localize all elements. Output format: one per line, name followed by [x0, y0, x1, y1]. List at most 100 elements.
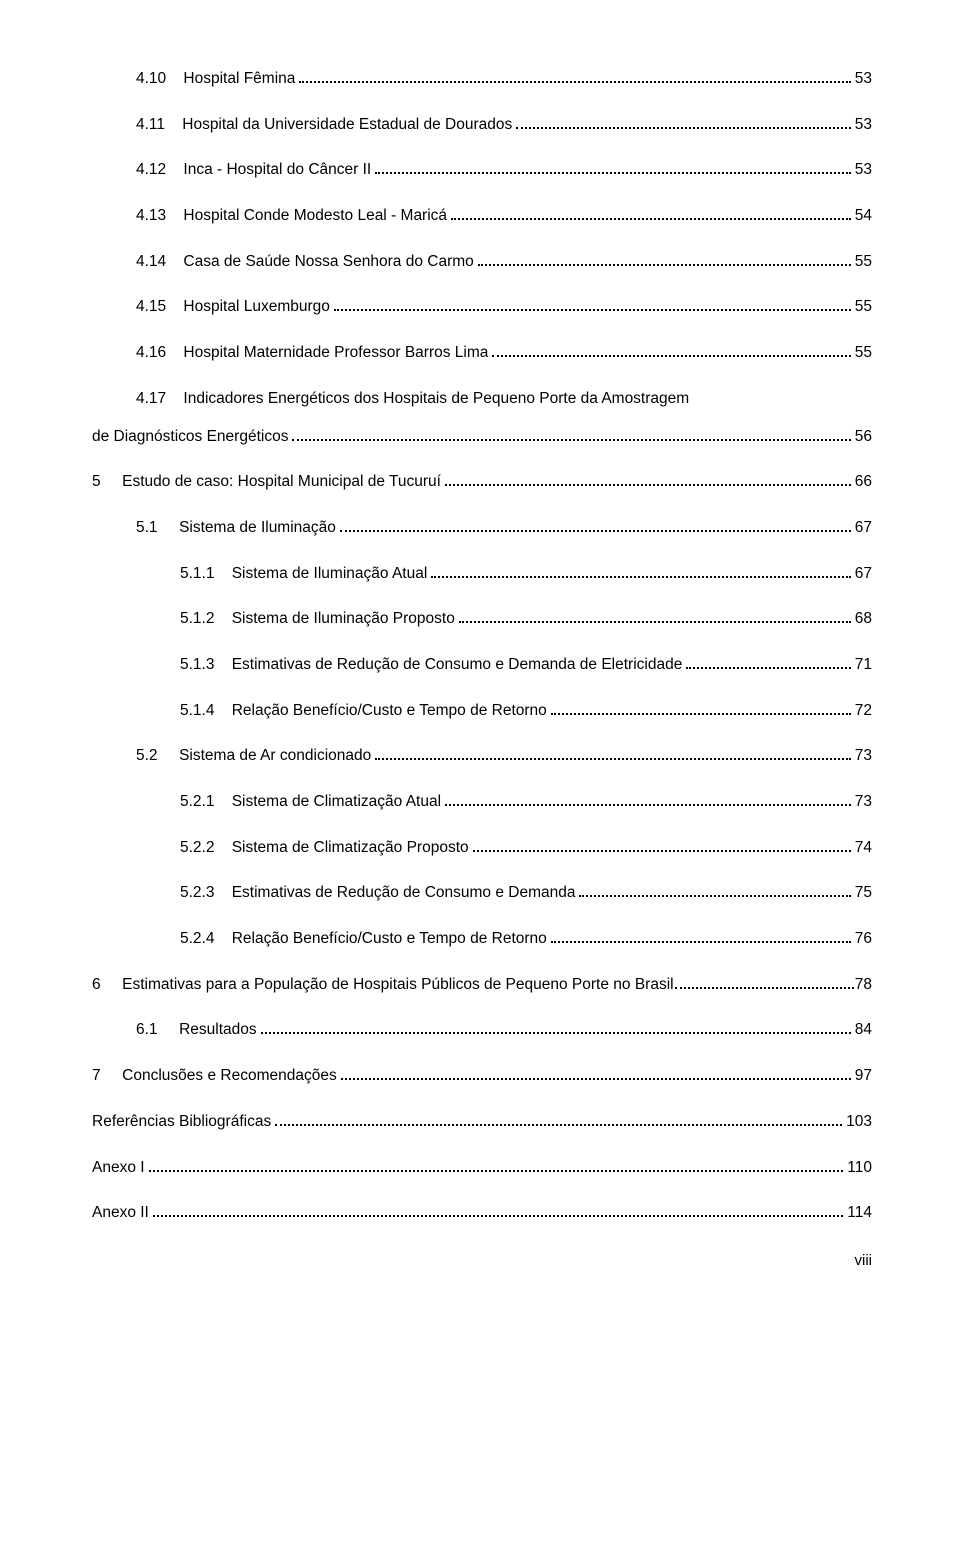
toc-entry-title: Hospital Conde Modesto Leal - Maricá [183, 205, 447, 227]
toc-entry-page: 53 [855, 68, 872, 90]
toc-leader-dots [478, 252, 851, 266]
toc-entry-title: Relação Benefício/Custo e Tempo de Retor… [232, 928, 547, 950]
toc-leader-dots [375, 160, 851, 174]
toc-entry-page: 55 [855, 342, 872, 364]
toc-entry: 4.16 Hospital Maternidade Professor Barr… [92, 342, 872, 364]
toc-entry: 5.1.1 Sistema de Iluminação Atual 67 [92, 563, 872, 585]
toc-leader-dots [445, 472, 851, 486]
toc-entry: 5.1.3 Estimativas de Redução de Consumo … [92, 654, 872, 676]
toc-entry-number: 4.12 [136, 159, 183, 181]
toc-entry-number: 5.2.1 [180, 791, 232, 813]
toc-entry-title: Sistema de Ar condicionado [179, 745, 371, 767]
toc-entry: 5.1.4 Relação Benefício/Custo e Tempo de… [92, 700, 872, 722]
toc-entry-title: Referências Bibliográficas [92, 1111, 271, 1133]
toc-entry-page: 67 [855, 563, 872, 585]
toc-entry-number: 7 [92, 1065, 122, 1087]
toc-entry-title: Hospital Fêmina [183, 68, 295, 90]
toc-leader-dots [341, 1066, 851, 1080]
toc-entry-number: 5.2.3 [180, 882, 232, 904]
toc-entry-page: 55 [855, 296, 872, 318]
toc-leader-dots [551, 929, 851, 943]
toc-entry-number: 6 [92, 974, 122, 996]
toc-entry-number: 5 [92, 471, 122, 493]
toc-entry-title: Indicadores Energéticos dos Hospitais de… [183, 388, 689, 410]
toc-entry-title: Inca - Hospital do Câncer II [183, 159, 371, 181]
toc-entry-number: 4.14 [136, 251, 183, 273]
toc-leader-dots [686, 655, 850, 669]
toc-entry-title: Anexo II [92, 1202, 149, 1224]
toc-entry-page: 97 [855, 1065, 872, 1087]
toc-entry-page: 74 [855, 837, 872, 859]
table-of-contents: 4.10 Hospital Fêmina534.11 Hospital da U… [92, 68, 872, 1224]
toc-entry-title: Estimativas para a População de Hospitai… [122, 974, 673, 996]
toc-entry-page: 66 [855, 471, 872, 493]
toc-entry-number: 5.1.3 [180, 654, 232, 676]
toc-entry: 6.1 Resultados84 [92, 1019, 872, 1041]
toc-leader-dots [149, 1158, 844, 1172]
toc-entry-number: 5.1 [136, 517, 179, 539]
toc-entry-page: 114 [847, 1202, 872, 1224]
toc-entry-page: 76 [855, 928, 872, 950]
toc-entry: 5.2.4 Relação Benefício/Custo e Tempo de… [92, 928, 872, 950]
toc-leader-dots [334, 298, 851, 312]
toc-entry-number: 6.1 [136, 1019, 179, 1041]
toc-entry-title: de Diagnósticos Energéticos [92, 426, 288, 448]
toc-entry-number: 5.2.2 [180, 837, 232, 859]
toc-entry-page: 67 [855, 517, 872, 539]
toc-entry-title: Hospital Maternidade Professor Barros Li… [183, 342, 488, 364]
toc-entry: 5.2.3 Estimativas de Redução de Consumo … [92, 882, 872, 904]
toc-entry: 5.1 Sistema de Iluminação 67 [92, 517, 872, 539]
toc-entry-number: 5.1.4 [180, 700, 232, 722]
toc-entry: Anexo I110 [92, 1157, 872, 1179]
toc-entry: 5 Estudo de caso: Hospital Municipal de … [92, 471, 872, 493]
toc-entry-number: 4.17 [136, 388, 183, 410]
toc-entry-page: 84 [855, 1019, 872, 1041]
toc-entry-number: 5.1.1 [180, 563, 232, 585]
toc-entry-page: 54 [855, 205, 872, 227]
toc-entry-title: Hospital da Universidade Estadual de Dou… [182, 114, 512, 136]
toc-entry-page: 53 [855, 114, 872, 136]
toc-leader-dots [451, 206, 851, 220]
toc-entry-number: 4.13 [136, 205, 183, 227]
toc-entry-number: 4.10 [136, 68, 183, 90]
toc-entry-page: 78 [855, 974, 872, 996]
toc-entry-page: 71 [855, 654, 872, 676]
toc-leader-dots [445, 792, 851, 806]
toc-entry-page: 75 [855, 882, 872, 904]
toc-entry-page: 56 [855, 426, 872, 448]
toc-entry-number: 4.11 [136, 114, 182, 136]
toc-entry-page: 103 [846, 1111, 872, 1133]
toc-leader-dots [431, 564, 850, 578]
toc-entry-page: 73 [855, 791, 872, 813]
toc-entry: 4.14 Casa de Saúde Nossa Senhora do Carm… [92, 251, 872, 273]
toc-entry-title: Sistema de Iluminação Atual [232, 563, 428, 585]
toc-entry-title: Hospital Luxemburgo [183, 296, 329, 318]
toc-entry: 5.2.2 Sistema de Climatização Proposto74 [92, 837, 872, 859]
toc-entry: 4.12 Inca - Hospital do Câncer II 53 [92, 159, 872, 181]
toc-leader-dots [299, 69, 850, 83]
toc-leader-dots [153, 1203, 843, 1217]
toc-leader-dots [473, 838, 851, 852]
toc-entry-page: 73 [855, 745, 872, 767]
toc-leader-dots [292, 427, 850, 441]
toc-leader-dots [375, 746, 851, 760]
toc-entry-title: Conclusões e Recomendações [122, 1065, 337, 1087]
toc-leader-dots [675, 975, 854, 989]
toc-entry: 5.2 Sistema de Ar condicionado73 [92, 745, 872, 767]
toc-entry-number: 5.2.4 [180, 928, 232, 950]
toc-leader-dots [261, 1021, 851, 1035]
toc-entry-page: 53 [855, 159, 872, 181]
toc-leader-dots [492, 343, 850, 357]
toc-entry-title: Sistema de Iluminação Proposto [232, 608, 455, 630]
toc-entry: 4.11 Hospital da Universidade Estadual d… [92, 114, 872, 136]
toc-entry-page: 68 [855, 608, 872, 630]
toc-leader-dots [340, 518, 851, 532]
toc-leader-dots [275, 1112, 842, 1126]
toc-leader-dots [551, 701, 851, 715]
toc-entry-title: Sistema de Iluminação [179, 517, 336, 539]
toc-entry-number: 4.16 [136, 342, 183, 364]
toc-entry: 5.2.1 Sistema de Climatização Atual73 [92, 791, 872, 813]
toc-entry-number: 5.1.2 [180, 608, 232, 630]
toc-entry-page: 55 [855, 251, 872, 273]
toc-entry-title: Relação Benefício/Custo e Tempo de Retor… [232, 700, 547, 722]
